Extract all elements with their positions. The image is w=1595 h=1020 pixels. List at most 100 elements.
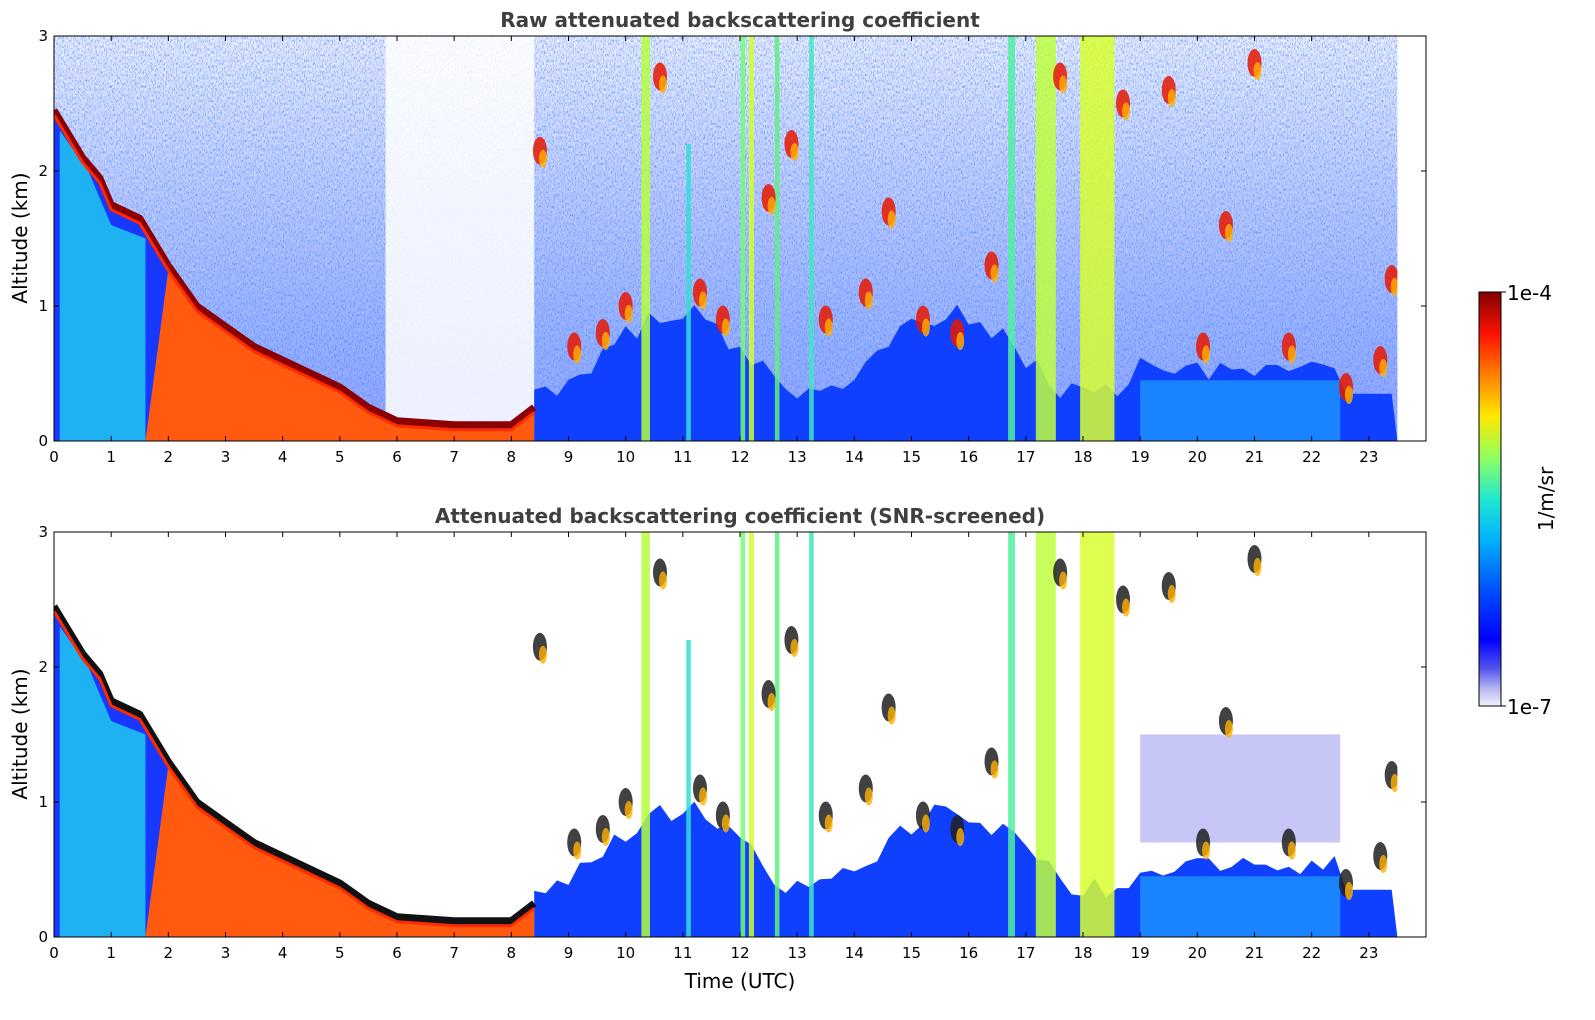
- x-tick-label: 5: [335, 448, 345, 466]
- boundary-layer-core: [145, 765, 535, 937]
- x-tick-label: 15: [902, 448, 921, 466]
- cloud-fragment-edge: [538, 645, 547, 664]
- cloud-fragment-edge: [573, 841, 582, 860]
- precipitation-streak: [748, 36, 755, 441]
- x-tick-label: 2: [164, 448, 174, 466]
- y-axis-label: Altitude (km): [8, 172, 32, 303]
- early-aerosol-plume: [59, 626, 146, 937]
- x-tick-label: 13: [788, 944, 807, 962]
- cloud-fragment-edge: [790, 143, 799, 161]
- heatmap-area: [54, 532, 1426, 937]
- cloud-fragment-edge: [1167, 89, 1176, 107]
- cloud-fragment-edge: [1224, 720, 1233, 738]
- x-tick-label: 7: [449, 448, 459, 466]
- raw-backscatter-panel: Raw attenuated backscattering coefficien…: [8, 8, 1427, 466]
- x-tick-label: 15: [902, 944, 921, 962]
- x-tick-label: 11: [673, 944, 692, 962]
- x-tick-label: 20: [1188, 448, 1207, 466]
- boundary-layer-top-line: [54, 604, 537, 925]
- precipitation-streak: [1080, 36, 1115, 441]
- x-tick-label: 23: [1359, 448, 1378, 466]
- x-tick-label: 21: [1245, 944, 1264, 962]
- x-tick-label: 18: [1073, 448, 1092, 466]
- cloud-fragment-edge: [1167, 585, 1176, 603]
- y-tick-label: 1: [38, 297, 48, 315]
- cloud-fragment-edge: [1202, 345, 1211, 364]
- precipitation-streak: [1080, 532, 1115, 937]
- y-axis: 0 1 2 3: [38, 27, 1426, 450]
- precipitation-streak: [641, 532, 650, 937]
- cloud-fragment-edge: [1390, 774, 1399, 792]
- clear-region: [385, 36, 535, 441]
- cloud-fragment-edge: [864, 291, 873, 310]
- screened-background: [1140, 734, 1341, 843]
- precipitation-streak: [1008, 36, 1015, 441]
- cloud-fragment-edge: [921, 814, 930, 833]
- heatmap-layer: [54, 36, 1426, 441]
- x-tick-label: 6: [392, 448, 402, 466]
- colorbar-gradient: [1478, 291, 1502, 707]
- panel-title: Attenuated backscattering coefficient (S…: [435, 504, 1045, 528]
- cloud-fragment-edge: [1253, 558, 1262, 576]
- precipitation-streak: [1035, 532, 1056, 937]
- y-tick-label: 0: [38, 928, 48, 946]
- y-axis-label: Altitude (km): [8, 668, 32, 799]
- x-tick-label: 5: [335, 944, 345, 962]
- y-tick-label: 1: [38, 793, 48, 811]
- x-tick-label: 12: [730, 944, 749, 962]
- snr-screened-backscatter-panel: Attenuated backscattering coefficient (S…: [8, 504, 1427, 993]
- precipitation-streak: [686, 640, 691, 937]
- no-data-region: [1397, 532, 1426, 937]
- x-tick-label: 13: [788, 448, 807, 466]
- cloud-fragment-edge: [658, 75, 667, 94]
- y-tick-label: 0: [38, 432, 48, 450]
- cloud-fragment-edge: [573, 345, 582, 364]
- x-axis: 0 1 2 3 4 5 6 7 8 9 10 11 12 13 14 15 16 17 18 19 20 21 22 23: [49, 532, 1378, 962]
- cloud-fragment-edge: [698, 787, 707, 806]
- cloud-fragment-edge: [864, 787, 873, 806]
- heatmap-layer: [54, 532, 1426, 937]
- x-tick-label: 20: [1188, 944, 1207, 962]
- cloud-fragment-edge: [990, 264, 999, 283]
- boundary-layer-top-line-edge: [54, 610, 536, 928]
- cloud-fragment-edge: [1253, 62, 1262, 80]
- cloud-fragment-edge: [921, 318, 930, 337]
- y-tick-label: 3: [38, 523, 48, 541]
- x-tick-label: 14: [845, 448, 864, 466]
- x-tick-label: 8: [507, 944, 517, 962]
- x-tick-label: 21: [1245, 448, 1264, 466]
- x-axis: 0 1 2 3 4 5 6 7 8 9 10 11 12 13 14 15 16 17 18 19 20 21 22 23: [49, 36, 1378, 466]
- cloud-fragment-edge: [1059, 571, 1068, 590]
- x-tick-label: 4: [278, 944, 288, 962]
- precipitation-streak: [641, 36, 650, 441]
- cloud-fragment-edge: [1344, 386, 1353, 404]
- heatmap-area: [54, 36, 1426, 441]
- x-tick-label: 22: [1302, 448, 1321, 466]
- cloud-fragment-edge: [1224, 224, 1233, 242]
- cloud-fragment-edge: [767, 197, 776, 215]
- cloud-fragment-edge: [721, 814, 730, 833]
- cloud-fragment-edge: [824, 814, 833, 833]
- x-tick-label: 19: [1131, 944, 1150, 962]
- colorbar-min-label: 1e-7: [1507, 695, 1552, 719]
- x-tick-label: 0: [49, 944, 59, 962]
- cloud-fragment-edge: [1059, 75, 1068, 94]
- cloud-fragment-edge: [1344, 882, 1353, 900]
- cloud-fragment-edge: [1287, 841, 1296, 860]
- cloud-fragment-edge: [698, 291, 707, 310]
- cloud-fragment-edge: [887, 706, 896, 725]
- y-tick-label: 3: [38, 27, 48, 45]
- precipitation-streak: [740, 36, 746, 441]
- x-tick-label: 12: [730, 448, 749, 466]
- x-axis-label: Time (UTC): [684, 969, 796, 993]
- cloud-fragment-edge: [601, 332, 610, 350]
- cloud-fragment-edge: [790, 639, 799, 657]
- x-tick-label: 16: [959, 944, 978, 962]
- x-tick-label: 1: [106, 944, 116, 962]
- cloud-fragment-edge: [1287, 345, 1296, 364]
- cloud-fragment-edge: [767, 693, 776, 711]
- cloud-fragment-edge: [658, 571, 667, 590]
- precipitation-streak: [1008, 532, 1015, 937]
- panel-title: Raw attenuated backscattering coefficien…: [500, 8, 980, 32]
- precipitation-streak: [748, 532, 755, 937]
